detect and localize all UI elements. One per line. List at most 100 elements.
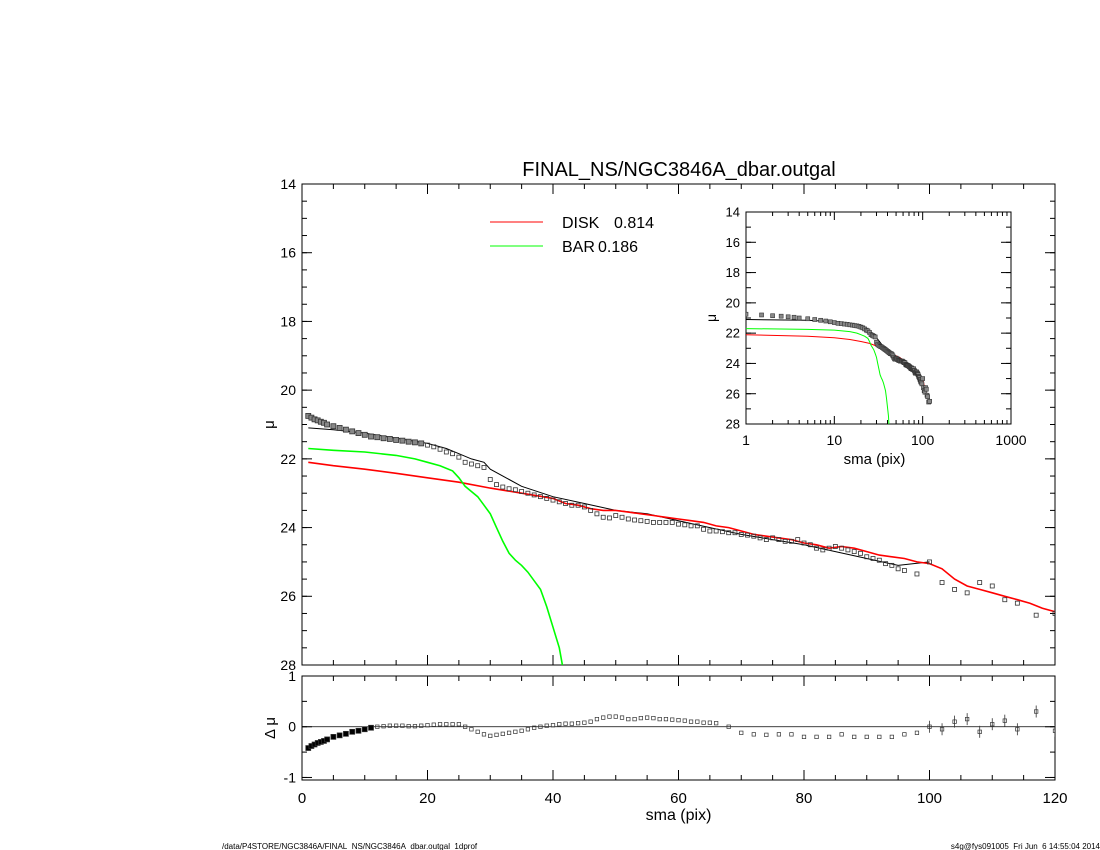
- residual-point: [676, 718, 681, 723]
- data-point: [757, 535, 763, 541]
- data-point: [386, 436, 393, 442]
- inset-data-point: [827, 319, 833, 325]
- data-point: [694, 523, 700, 529]
- residual-point: [726, 724, 731, 729]
- data-point: [751, 533, 757, 539]
- x-tick-label: 10: [827, 432, 843, 448]
- data-point: [412, 439, 418, 446]
- data-point: [563, 501, 568, 506]
- data-point: [355, 430, 362, 436]
- data-point: [845, 547, 851, 553]
- data-point: [895, 566, 901, 572]
- residual-point: [381, 724, 386, 729]
- inset-data-point: [925, 394, 930, 400]
- residual-point: [688, 719, 694, 724]
- data-point: [638, 518, 644, 524]
- data-point: [964, 590, 970, 596]
- data-point: [663, 520, 669, 525]
- data-point: [450, 451, 456, 457]
- data-point: [469, 461, 474, 467]
- y-axis-label: μ: [261, 420, 278, 429]
- y-tick-label: 28: [726, 417, 740, 432]
- data-point: [763, 537, 769, 542]
- data-point: [405, 438, 412, 445]
- residual-point: [368, 724, 374, 731]
- data-point: [745, 532, 750, 538]
- x-tick-label: 1: [742, 432, 750, 448]
- residual-point: [513, 729, 518, 734]
- residual-point: [645, 715, 650, 720]
- residual-point: [619, 715, 625, 720]
- footer-file-path: /data/P4STORE/NGC3846A/FINAL_NS/NGC3846A…: [222, 842, 478, 850]
- residual-point: [657, 717, 662, 722]
- residual-point: [336, 732, 343, 739]
- inset-plot: 14 16 18 20 22 24 26 281 10 100 1000 sma (pix) μ: [703, 205, 1027, 468]
- data-point: [1052, 611, 1055, 616]
- residual-point: [557, 722, 562, 727]
- residual-point: [563, 721, 568, 726]
- data-point: [776, 537, 782, 542]
- residual-point: [375, 724, 380, 729]
- footer-timestamp: s4g@fys091005 Fri Jun 6 14:55:04 2014: [951, 842, 1100, 850]
- legend: DISK 0.814 BAR 0.186: [490, 215, 654, 256]
- residual-point: [400, 723, 405, 728]
- residual-point: [990, 722, 995, 727]
- data-point: [738, 532, 744, 537]
- residual-point: [456, 722, 461, 727]
- x-tick-label: 20: [419, 790, 436, 807]
- data-point: [720, 529, 725, 535]
- residual-point: [632, 717, 637, 722]
- residual-point: [739, 730, 744, 735]
- data-point: [858, 550, 863, 556]
- residual-point: [500, 731, 505, 736]
- residual-point: [588, 719, 593, 724]
- y-tick-label: 18: [726, 265, 740, 280]
- data-point: [795, 537, 801, 542]
- residual-point: [582, 720, 587, 725]
- residual-point: [519, 728, 524, 733]
- data-point: [726, 530, 732, 536]
- data-point: [952, 587, 957, 592]
- data-point: [374, 434, 381, 441]
- residual-point: [914, 730, 920, 735]
- residual-point: [450, 722, 455, 727]
- inset-series-group: [746, 311, 932, 424]
- data-point: [368, 433, 374, 440]
- residual-point: [425, 723, 430, 728]
- y-tick-label: 1: [288, 668, 296, 684]
- residual-point: [569, 721, 574, 726]
- residual-point: [419, 723, 424, 728]
- inset-data-point: [791, 314, 797, 320]
- residual-point: [544, 723, 549, 728]
- data-point: [500, 484, 506, 490]
- inset-y-axis-label: μ: [703, 314, 719, 322]
- residual-point: [776, 732, 782, 737]
- data-point: [669, 520, 675, 525]
- data-point: [701, 526, 706, 532]
- y-tick-label: 24: [280, 519, 296, 535]
- inset-data-point: [778, 313, 784, 319]
- data-point: [682, 522, 688, 528]
- residual-point: [714, 721, 719, 726]
- x-tick-label: 120: [1042, 790, 1067, 807]
- residual-point: [488, 733, 493, 738]
- inset-data-point: [770, 313, 775, 319]
- y-tick-label: 0: [288, 719, 296, 735]
- residual-point: [701, 720, 706, 725]
- residual-point: [412, 724, 418, 729]
- data-point: [914, 571, 920, 577]
- residual-point: [1015, 727, 1020, 732]
- data-point: [883, 561, 888, 567]
- inset-data-point: [746, 311, 749, 317]
- data-point: [380, 435, 387, 442]
- residual-point: [801, 734, 807, 739]
- data-point: [870, 556, 876, 561]
- data-point: [657, 520, 663, 525]
- data-point: [343, 426, 349, 433]
- data-point: [581, 504, 587, 510]
- data-point: [349, 428, 356, 435]
- residual-point: [506, 730, 512, 735]
- data-point: [977, 580, 983, 585]
